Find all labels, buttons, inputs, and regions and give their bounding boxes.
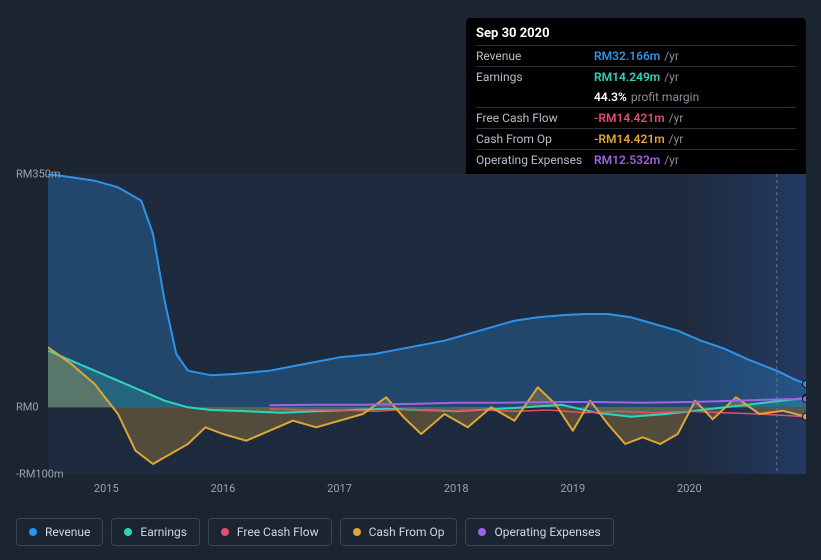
chart-plot[interactable] [48, 174, 806, 474]
y-tick-label: RM0 [16, 401, 39, 414]
tooltip-row-suffix: /yr [669, 132, 684, 146]
legend-item-cashop[interactable]: Cash From Op [340, 518, 458, 546]
x-tick-label: 2017 [327, 482, 352, 495]
tooltip-row-value: RM32.166m [594, 49, 660, 63]
chart-legend: Revenue Earnings Free Cash Flow Cash From O… [16, 518, 614, 546]
x-tick-label: 2015 [94, 482, 119, 495]
tooltip-row-suffix: profit margin [631, 90, 699, 104]
tooltip-row-suffix: /yr [664, 70, 679, 84]
x-tick-label: 2019 [560, 482, 585, 495]
legend-label: Operating Expenses [494, 525, 600, 539]
legend-label: Free Cash Flow [237, 525, 319, 539]
legend-label: Cash From Op [369, 525, 445, 539]
legend-dot-icon [29, 528, 37, 536]
tooltip-title: Sep 30 2020 [476, 24, 796, 45]
x-tick-label: 2018 [444, 482, 469, 495]
x-tick-label: 2020 [677, 482, 702, 495]
tooltip-row: Free Cash Flow-RM14.421m/yr [476, 107, 796, 128]
legend-dot-icon [221, 528, 229, 536]
tooltip-row-suffix: /yr [669, 111, 684, 125]
legend-dot-icon [478, 528, 486, 536]
tooltip-row-value: RM14.249m [594, 70, 660, 84]
legend-item-revenue[interactable]: Revenue [16, 518, 103, 546]
y-tick-label: RM350m [16, 168, 61, 181]
tooltip-row-label: Revenue [476, 49, 594, 63]
legend-label: Earnings [140, 525, 187, 539]
legend-item-opex[interactable]: Operating Expenses [465, 518, 613, 546]
tooltip-row-value: -RM14.421m [594, 111, 665, 125]
tooltip-row-value: 44.3% [594, 90, 627, 104]
legend-dot-icon [353, 528, 361, 536]
tooltip-row-suffix: /yr [664, 49, 679, 63]
x-tick-label: 2016 [211, 482, 236, 495]
tooltip-row-label: Cash From Op [476, 132, 594, 146]
tooltip-row-label: Free Cash Flow [476, 111, 594, 125]
legend-item-fcf[interactable]: Free Cash Flow [208, 518, 332, 546]
tooltip-row: RevenueRM32.166m/yr [476, 45, 796, 66]
tooltip-row-value: -RM14.421m [594, 132, 665, 146]
tooltip-row-label: Earnings [476, 70, 594, 84]
tooltip-row: Cash From Op-RM14.421m/yr [476, 128, 796, 149]
legend-item-earnings[interactable]: Earnings [111, 518, 200, 546]
legend-label: Revenue [45, 525, 90, 539]
chart-container: RM350m RM0 -RM100m 2015 2016 2017 2018 2019 202… [0, 150, 821, 510]
y-tick-label: -RM100m [16, 468, 64, 481]
legend-dot-icon [124, 528, 132, 536]
tooltip-row: 44.3% profit margin [476, 87, 796, 107]
tooltip-row: EarningsRM14.249m/yr [476, 66, 796, 87]
